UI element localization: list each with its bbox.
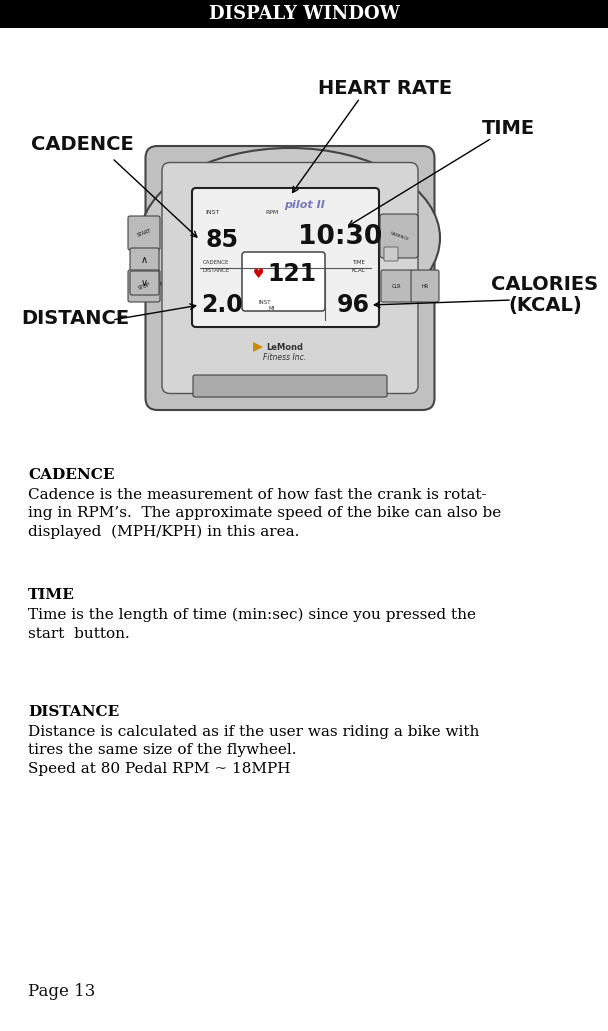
Text: 121: 121 [267, 262, 316, 286]
Text: HR: HR [421, 284, 429, 289]
FancyBboxPatch shape [130, 271, 159, 295]
FancyBboxPatch shape [192, 188, 379, 327]
Text: KCAL: KCAL [351, 268, 365, 273]
FancyBboxPatch shape [380, 214, 418, 258]
FancyBboxPatch shape [128, 217, 160, 250]
Text: TIME: TIME [482, 119, 534, 137]
Text: RPM: RPM [265, 210, 278, 215]
FancyBboxPatch shape [145, 146, 435, 410]
Text: LeMond: LeMond [266, 343, 303, 353]
Text: HEART RATE: HEART RATE [318, 78, 452, 98]
Text: CLR: CLR [392, 284, 402, 289]
Text: Fitness Inc.: Fitness Inc. [263, 353, 306, 362]
Text: 96: 96 [336, 293, 370, 317]
FancyBboxPatch shape [242, 252, 325, 311]
Ellipse shape [140, 148, 440, 328]
Text: INST: INST [259, 299, 271, 304]
FancyBboxPatch shape [0, 0, 608, 28]
Text: pilot II: pilot II [285, 200, 325, 210]
FancyBboxPatch shape [384, 247, 398, 261]
FancyBboxPatch shape [193, 375, 387, 397]
Text: INST: INST [206, 210, 220, 215]
Text: DISTANCE: DISTANCE [202, 268, 230, 273]
FancyBboxPatch shape [381, 270, 413, 302]
FancyBboxPatch shape [162, 163, 418, 394]
Text: ∧: ∧ [140, 255, 148, 265]
Text: STOP: STOP [137, 281, 151, 291]
FancyBboxPatch shape [130, 248, 159, 272]
Text: 2.0: 2.0 [201, 293, 243, 317]
Text: Page 13: Page 13 [28, 984, 95, 1000]
Text: DISTANCE: DISTANCE [28, 705, 119, 719]
Text: Cadence is the measurement of how fast the crank is rotat-
ing in RPM’s.  The ap: Cadence is the measurement of how fast t… [28, 488, 501, 539]
Text: Time is the length of time (min:sec) since you pressed the
start  button.: Time is the length of time (min:sec) sin… [28, 608, 476, 641]
Text: DISTANCE: DISTANCE [21, 308, 129, 328]
Text: START: START [136, 228, 152, 238]
Text: 85: 85 [206, 228, 238, 252]
Text: CALORIES
(KCAL): CALORIES (KCAL) [491, 274, 598, 315]
Text: ♥: ♥ [252, 268, 264, 281]
Text: ∨: ∨ [140, 278, 148, 288]
Text: TIME: TIME [28, 588, 75, 602]
Text: TIME: TIME [351, 261, 364, 266]
Text: Distance is calculated as if the user was riding a bike with
tires the same size: Distance is calculated as if the user wa… [28, 725, 479, 775]
FancyBboxPatch shape [411, 270, 439, 302]
Polygon shape [253, 342, 263, 352]
Text: CADENCE: CADENCE [28, 468, 114, 483]
Text: CADENCE: CADENCE [30, 135, 133, 155]
Text: DISPALY WINDOW: DISPALY WINDOW [209, 5, 399, 23]
Text: MI: MI [269, 305, 275, 310]
FancyBboxPatch shape [128, 270, 160, 302]
Text: 10:30: 10:30 [298, 224, 382, 250]
Text: CADENCE: CADENCE [389, 231, 409, 241]
Text: CADENCE: CADENCE [203, 261, 229, 266]
